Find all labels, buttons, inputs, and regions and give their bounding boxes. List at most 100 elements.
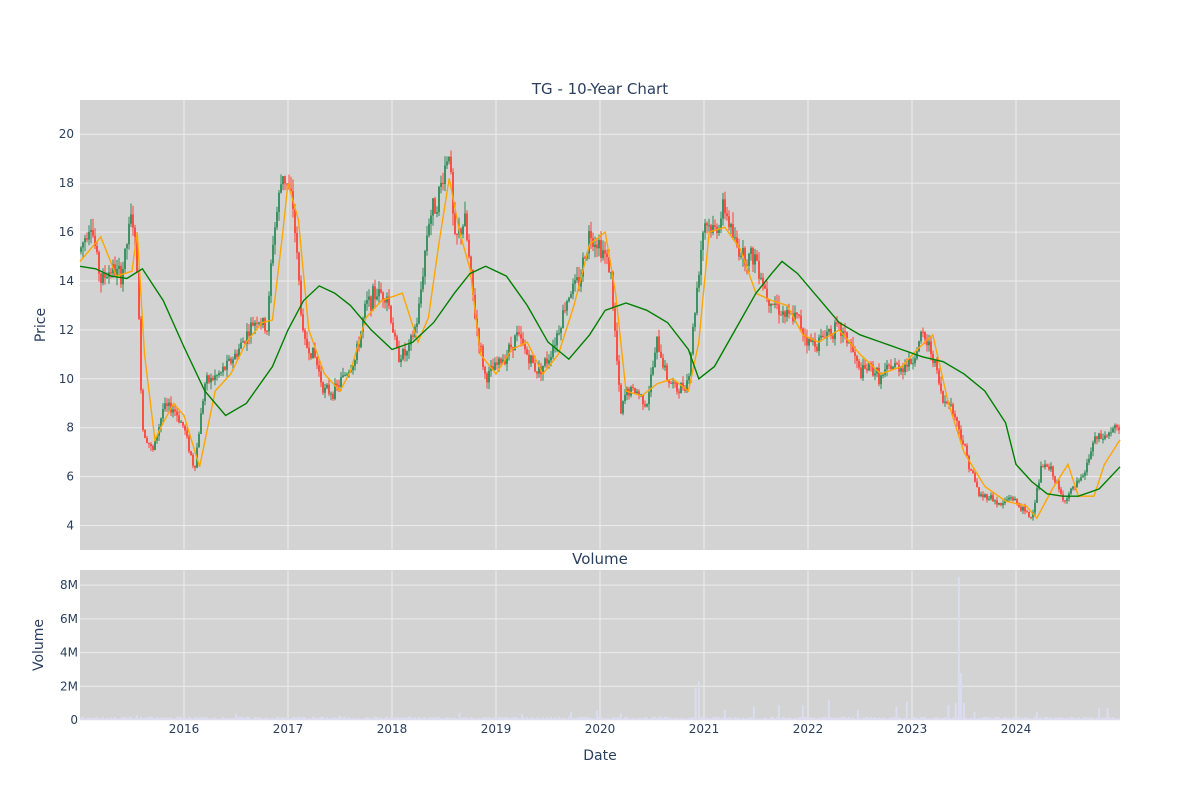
volume-bar [288, 718, 290, 720]
volume-bar [1044, 716, 1046, 720]
candle-body [798, 314, 800, 316]
candle-body [738, 245, 740, 257]
candle-body [624, 394, 626, 402]
candle-body [538, 366, 540, 374]
candle-body [202, 401, 204, 414]
candle-body [380, 289, 382, 293]
x-tick-label: 2018 [377, 722, 408, 736]
volume-bar [908, 718, 910, 720]
candle-body [178, 415, 180, 423]
candle-body [324, 388, 326, 393]
candle-body [572, 283, 574, 295]
candle-body [1002, 503, 1004, 506]
candle-body [306, 338, 308, 348]
candle-body [186, 430, 188, 437]
volume-bar [582, 717, 584, 720]
candle-body [966, 445, 968, 456]
candle-body [596, 244, 598, 249]
candle-body [208, 375, 210, 383]
volume-bar [1104, 717, 1106, 720]
volume-bar [1030, 718, 1032, 720]
volume-bar [380, 717, 382, 720]
candle-body [866, 368, 868, 371]
volume-bar [498, 716, 500, 720]
volume-bar [118, 718, 120, 720]
volume-bar [712, 717, 714, 720]
candle-body [552, 346, 554, 358]
candle-body [230, 358, 232, 364]
candle-body [778, 304, 780, 315]
candle-body [880, 375, 882, 385]
candle-body [418, 303, 420, 324]
volume-bar [188, 716, 190, 720]
candle-body [1006, 499, 1008, 501]
candle-body [998, 502, 1000, 505]
candle-body [182, 421, 184, 426]
volume-bar [270, 718, 272, 720]
candle-body [732, 224, 734, 238]
candle-body [1034, 502, 1036, 513]
candle-body [516, 332, 518, 336]
volume-bar [952, 717, 954, 720]
volume-bar [1018, 717, 1020, 720]
candle-body [110, 272, 112, 274]
candle-body [1098, 433, 1100, 440]
candle-body [1112, 428, 1114, 433]
volume-bar [662, 718, 664, 720]
candle-body [696, 287, 698, 314]
candle-body [214, 375, 216, 381]
volume-bar [988, 717, 990, 720]
candle-body [100, 273, 102, 284]
candle-body [452, 171, 454, 214]
candle-body [920, 331, 922, 342]
candle-body [1000, 502, 1002, 506]
volume-bar [170, 717, 172, 720]
volume-bar [1114, 718, 1116, 720]
candle-body [226, 360, 228, 370]
volume-bar [732, 718, 734, 720]
volume-bar [578, 717, 580, 720]
volume-spike-bar [973, 711, 976, 720]
volume-spike-bar [801, 704, 804, 720]
volume-bar [826, 717, 828, 720]
candle-body [470, 256, 472, 270]
volume-bar [422, 717, 424, 720]
volume-bar [354, 718, 356, 720]
volume-bar [978, 717, 980, 720]
volume-bar [394, 717, 396, 720]
volume-bar [940, 718, 942, 720]
volume-bar [214, 717, 216, 720]
volume-bar [970, 717, 972, 720]
candle-body [236, 353, 238, 357]
candle-body [372, 286, 374, 311]
date-axis-label: Date [583, 748, 616, 764]
volume-bar [262, 718, 264, 720]
volume-bar [470, 716, 472, 720]
candle-body [172, 409, 174, 413]
candle-body [662, 357, 664, 368]
volume-bar [738, 717, 740, 720]
volume-bar [838, 717, 840, 720]
candle-body [162, 409, 164, 419]
price-gridlines [80, 100, 1120, 550]
candle-body [1096, 436, 1098, 440]
candle-body [636, 391, 638, 394]
candle-body [602, 250, 604, 258]
volume-bar [356, 718, 358, 720]
volume-bar [276, 716, 278, 720]
volume-bar [358, 718, 360, 720]
volume-bar [1068, 717, 1070, 720]
candle-body [438, 186, 440, 213]
volume-bar [1046, 716, 1048, 720]
candle-body [1116, 425, 1118, 428]
volume-bar [734, 717, 736, 720]
candle-body [734, 237, 736, 239]
candle-body [562, 310, 564, 329]
candle-body [742, 247, 744, 256]
volume-bar [996, 716, 998, 720]
volume-bar [774, 718, 776, 720]
candle-body [1038, 482, 1040, 489]
volume-bar [806, 716, 808, 720]
candle-body [242, 341, 244, 343]
volume-bar [172, 718, 174, 720]
